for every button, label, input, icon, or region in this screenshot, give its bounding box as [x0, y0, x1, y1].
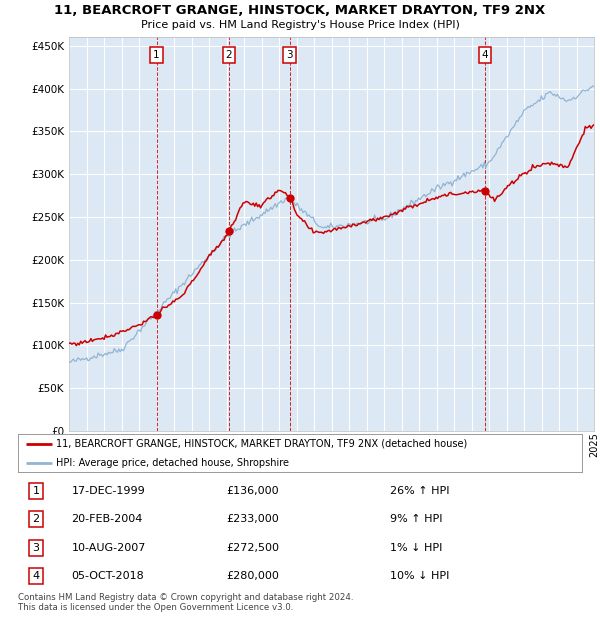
Text: 26% ↑ HPI: 26% ↑ HPI: [390, 486, 450, 496]
Text: £280,000: £280,000: [227, 571, 280, 581]
Text: 11, BEARCROFT GRANGE, HINSTOCK, MARKET DRAYTON, TF9 2NX (detached house): 11, BEARCROFT GRANGE, HINSTOCK, MARKET D…: [56, 438, 467, 449]
Text: 17-DEC-1999: 17-DEC-1999: [71, 486, 145, 496]
Text: Contains HM Land Registry data © Crown copyright and database right 2024.
This d: Contains HM Land Registry data © Crown c…: [18, 593, 353, 612]
Text: 4: 4: [32, 571, 40, 581]
Text: 1% ↓ HPI: 1% ↓ HPI: [390, 542, 443, 552]
Text: 11, BEARCROFT GRANGE, HINSTOCK, MARKET DRAYTON, TF9 2NX: 11, BEARCROFT GRANGE, HINSTOCK, MARKET D…: [55, 4, 545, 17]
Text: 10% ↓ HPI: 10% ↓ HPI: [390, 571, 449, 581]
Text: Price paid vs. HM Land Registry's House Price Index (HPI): Price paid vs. HM Land Registry's House …: [140, 20, 460, 30]
Text: 9% ↑ HPI: 9% ↑ HPI: [390, 515, 443, 525]
Text: 05-OCT-2018: 05-OCT-2018: [71, 571, 145, 581]
Text: £233,000: £233,000: [227, 515, 280, 525]
Text: 1: 1: [153, 50, 160, 60]
Text: 2: 2: [226, 50, 232, 60]
Text: 3: 3: [32, 542, 40, 552]
Text: 1: 1: [32, 486, 40, 496]
Text: 20-FEB-2004: 20-FEB-2004: [71, 515, 143, 525]
Text: 3: 3: [286, 50, 293, 60]
Text: £272,500: £272,500: [227, 542, 280, 552]
Text: HPI: Average price, detached house, Shropshire: HPI: Average price, detached house, Shro…: [56, 458, 289, 468]
Text: 4: 4: [481, 50, 488, 60]
Text: 2: 2: [32, 515, 40, 525]
Text: 10-AUG-2007: 10-AUG-2007: [71, 542, 146, 552]
Text: £136,000: £136,000: [227, 486, 280, 496]
